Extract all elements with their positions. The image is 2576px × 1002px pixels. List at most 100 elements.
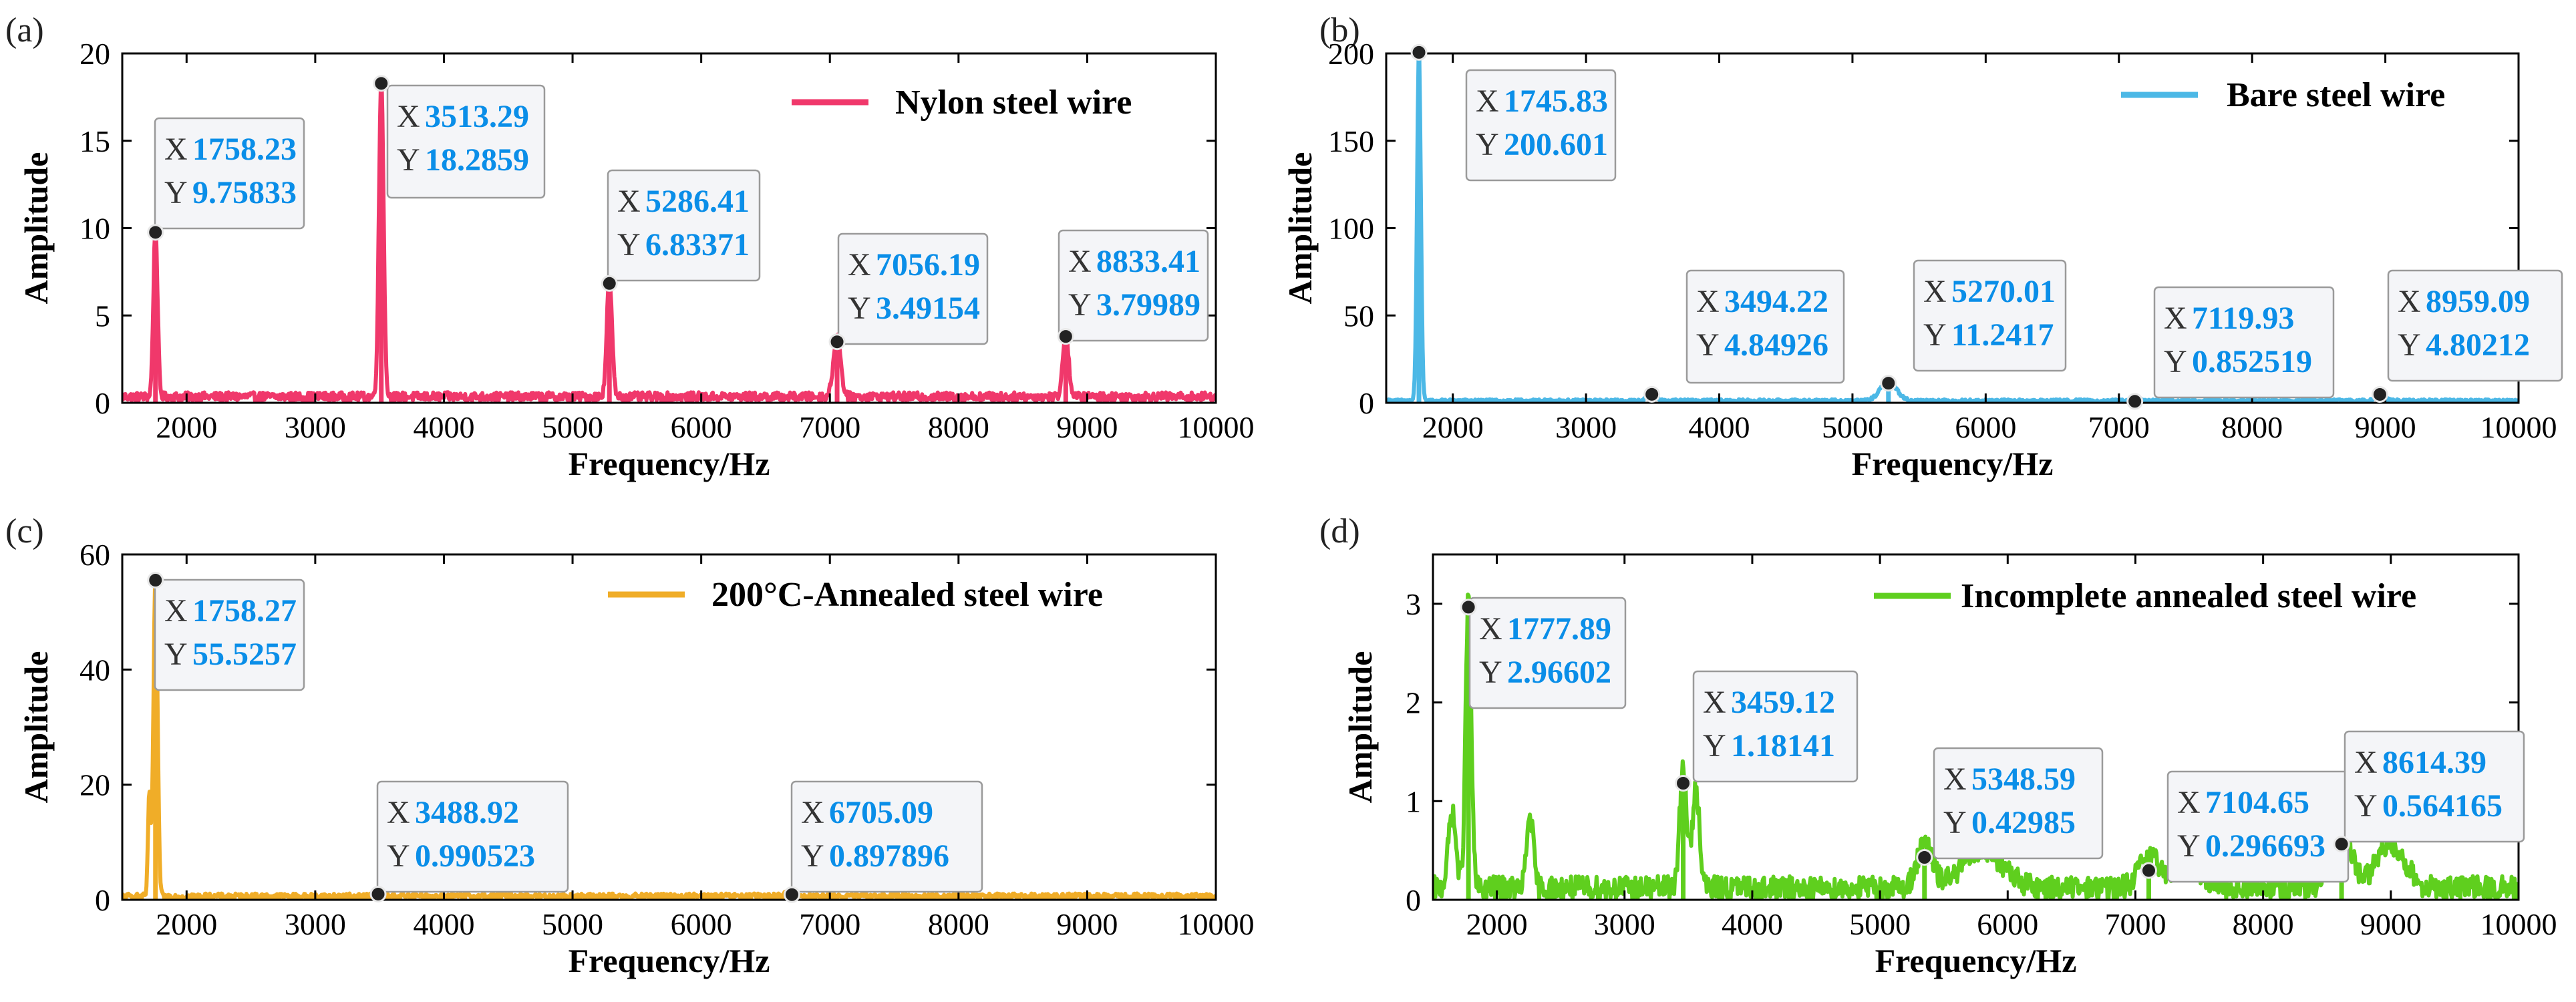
datatip-marker[interactable]	[1880, 375, 1897, 392]
x-tick-label: 2000	[1422, 410, 1484, 444]
datatip[interactable]: X 7104.65Y 0.296693	[2140, 770, 2350, 883]
datatip[interactable]: X 7119.93Y 0.852519	[2126, 286, 2335, 410]
datatip-marker[interactable]	[783, 886, 800, 903]
series-line	[122, 77, 1216, 403]
axes-box	[1432, 553, 2520, 901]
panel-label: (d)	[1319, 512, 1360, 550]
y-tick-label: 3	[1406, 587, 1421, 621]
datatip-x-key: X	[2177, 785, 2201, 820]
x-tick-label: 2000	[156, 907, 217, 941]
datatip[interactable]: X 8959.09Y 4.80212	[2371, 269, 2563, 403]
datatip[interactable]: X 3494.22Y 4.84926	[1643, 269, 1845, 403]
legend-label: 200°C-Annealed steel wire	[711, 576, 1103, 614]
datatip[interactable]: X 3459.12Y 1.18141	[1675, 670, 1859, 792]
datatip-marker[interactable]	[601, 275, 618, 292]
y-axis-title: Amplitude	[1281, 152, 1319, 305]
datatip-x-value: 7104.65	[2205, 785, 2309, 820]
datatip[interactable]: X 5286.41Y 6.83371	[601, 169, 761, 292]
datatip-y-key: Y	[848, 291, 871, 326]
y-tick-label: 20	[79, 37, 110, 71]
panel-label: (b)	[1319, 11, 1360, 49]
datatip-x-value: 3459.12	[1731, 685, 1835, 720]
datatip-y-key: Y	[1479, 655, 1502, 690]
y-tick-label: 20	[79, 768, 110, 802]
datatip-y-value: 0.897896	[829, 838, 949, 874]
datatip-marker[interactable]	[1410, 43, 1428, 61]
datatip-y-value: 55.5257	[192, 637, 297, 672]
datatip-marker[interactable]	[2333, 836, 2350, 853]
x-tick-label: 8000	[928, 410, 989, 444]
datatip[interactable]: X 1777.89Y 2.96602	[1460, 597, 1627, 709]
datatip-y-key: Y	[2164, 344, 2187, 379]
datatip-y-key: Y	[1923, 317, 1947, 353]
datatip-y-key: Y	[801, 838, 824, 874]
datatip-marker[interactable]	[369, 885, 387, 902]
datatip-y-key: Y	[397, 142, 420, 178]
datatip-x-value: 7119.93	[2192, 301, 2294, 336]
datatip[interactable]: X 5348.59Y 0.42985	[1916, 747, 2104, 866]
datatip-x-value: 3488.92	[415, 795, 519, 830]
datatip-box	[1913, 259, 2067, 372]
datatip-box	[1468, 597, 1627, 709]
datatip[interactable]: X 5270.01Y 11.2417	[1880, 259, 2067, 392]
x-tick-label: 6000	[1977, 907, 2038, 941]
datatip[interactable]: X 1758.23Y 9.75833	[147, 117, 305, 241]
datatip-marker[interactable]	[1675, 774, 1692, 792]
datatip-marker[interactable]	[1643, 385, 1661, 403]
datatip-marker[interactable]	[2126, 393, 2144, 410]
x-tick-label: 8000	[928, 907, 989, 941]
datatip-marker[interactable]	[1057, 328, 1074, 345]
y-tick-label: 50	[1343, 299, 1374, 333]
datatip-y-value: 9.75833	[192, 175, 297, 210]
x-tick-label: 9000	[2360, 907, 2422, 941]
y-tick-label: 10	[79, 212, 110, 246]
datatip-marker[interactable]	[1460, 599, 1477, 616]
datatip-y-key: Y	[2354, 788, 2378, 824]
datatip-y-key: Y	[2177, 828, 2201, 864]
x-tick-label: 7000	[2088, 410, 2150, 444]
legend-label: Bare steel wire	[2227, 76, 2445, 114]
datatip[interactable]: X 8833.41Y 3.79989	[1057, 229, 1209, 345]
datatip-y-key: Y	[1476, 127, 1499, 162]
x-tick-label: 7000	[799, 410, 860, 444]
datatip[interactable]: X 1745.83Y 200.601	[1410, 43, 1617, 182]
datatip-box	[1058, 229, 1209, 342]
datatip-box	[607, 169, 761, 282]
datatip-box	[1465, 69, 1617, 182]
x-tick-label: 8000	[2221, 410, 2283, 444]
datatip-x-key: X	[2164, 301, 2187, 336]
datatip-marker[interactable]	[373, 75, 390, 92]
x-tick-label: 4000	[1722, 907, 1783, 941]
datatip-marker[interactable]	[147, 572, 164, 589]
datatip[interactable]: X 7056.19Y 3.49154	[828, 232, 989, 351]
datatip-x-value: 5270.01	[1951, 274, 2056, 309]
datatip-y-value: 3.79989	[1096, 287, 1200, 323]
datatip[interactable]: X 1758.27Y 55.5257	[147, 572, 305, 691]
datatip-marker[interactable]	[1916, 849, 1933, 866]
datatip[interactable]: X 8614.39Y 0.564165	[2333, 730, 2525, 853]
x-tick-label: 10000	[1178, 410, 1255, 444]
y-tick-label: 0	[1359, 386, 1374, 420]
datatip-box	[790, 780, 983, 893]
datatip-box	[386, 84, 546, 199]
datatip-box	[2344, 730, 2525, 843]
datatip-marker[interactable]	[828, 333, 846, 351]
datatip-y-value: 0.990523	[415, 838, 535, 874]
datatip[interactable]: X 3488.92Y 0.990523	[369, 780, 569, 902]
x-tick-label: 9000	[1056, 907, 1118, 941]
series-line	[122, 578, 1216, 900]
datatip-box	[376, 780, 569, 893]
datatip-x-value: 7056.19	[876, 247, 980, 283]
datatip-marker[interactable]	[147, 224, 164, 241]
datatip[interactable]: X 3513.29Y 18.2859	[373, 75, 546, 199]
datatip[interactable]: X 6705.09Y 0.897896	[783, 780, 983, 903]
x-tick-label: 5000	[542, 907, 603, 941]
datatip-marker[interactable]	[2140, 862, 2157, 879]
x-tick-label: 4000	[1689, 410, 1750, 444]
datatip-marker[interactable]	[2371, 385, 2388, 403]
legend-label: Incomplete annealed steel wire	[1961, 577, 2416, 615]
x-tick-label: 5000	[1849, 907, 1911, 941]
datatip-x-key: X	[848, 247, 871, 283]
y-tick-label: 100	[1328, 212, 1374, 246]
